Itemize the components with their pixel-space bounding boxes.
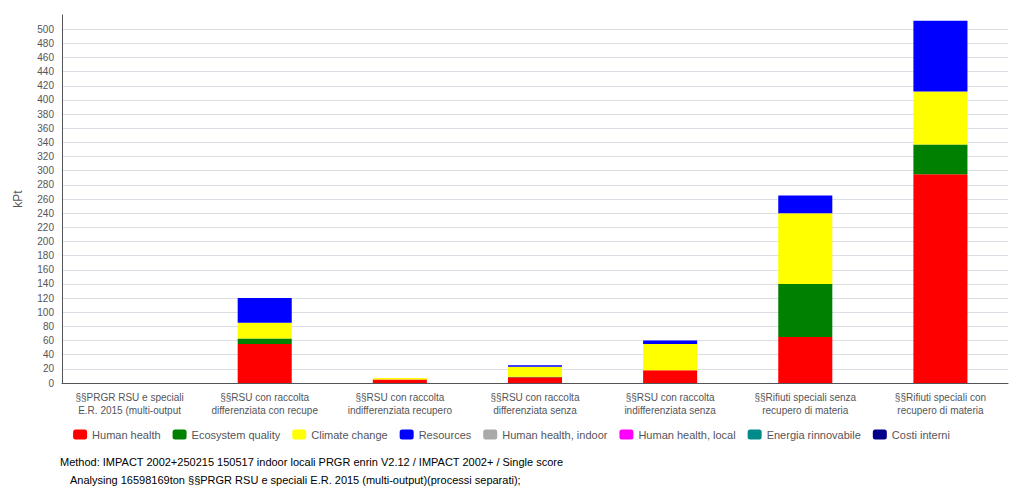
svg-text:340: 340: [37, 137, 54, 148]
svg-text:240: 240: [37, 208, 54, 219]
svg-text:differenziata senza: differenziata senza: [493, 405, 577, 416]
svg-text:differenziata con recupe: differenziata con recupe: [211, 405, 318, 416]
svg-text:recupero di materia: recupero di materia: [897, 405, 984, 416]
svg-text:400: 400: [37, 94, 54, 105]
svg-text:Energia rinnovabile: Energia rinnovabile: [767, 429, 861, 441]
svg-text:220: 220: [37, 222, 54, 233]
svg-text:140: 140: [37, 278, 54, 289]
svg-text:180: 180: [37, 250, 54, 261]
svg-text:§§Rifiuti speciali senza: §§Rifiuti speciali senza: [754, 392, 856, 403]
svg-text:260: 260: [37, 194, 54, 205]
svg-text:§§RSU con raccolta: §§RSU con raccolta: [220, 392, 309, 403]
svg-text:§§RSU con raccolta: §§RSU con raccolta: [626, 392, 715, 403]
svg-text:Costi interni: Costi interni: [892, 429, 950, 441]
svg-text:380: 380: [37, 109, 54, 120]
svg-text:200: 200: [37, 236, 54, 247]
svg-text:§§Rifiuti speciali con: §§Rifiuti speciali con: [895, 392, 986, 403]
svg-text:60: 60: [43, 335, 55, 346]
svg-text:Human health, indoor: Human health, indoor: [502, 429, 608, 441]
svg-text:320: 320: [37, 151, 54, 162]
svg-text:Climate change: Climate change: [311, 429, 387, 441]
svg-text:Human health: Human health: [92, 429, 161, 441]
svg-text:Analysing 16598169ton §§PRGR R: Analysing 16598169ton §§PRGR RSU e speci…: [70, 474, 521, 486]
svg-text:420: 420: [37, 80, 54, 91]
svg-text:indifferenziata senza: indifferenziata senza: [624, 405, 716, 416]
svg-text:360: 360: [37, 123, 54, 134]
svg-text:80: 80: [43, 321, 55, 332]
svg-text:§§PRGR RSU e speciali: §§PRGR RSU e speciali: [75, 392, 183, 403]
svg-text:E.R. 2015 (multi-output: E.R. 2015 (multi-output: [78, 405, 181, 416]
svg-text:Resources: Resources: [419, 429, 472, 441]
svg-text:§§RSU con raccolta: §§RSU con raccolta: [491, 392, 580, 403]
svg-text:Method: IMPACT 2002+250215 150: Method: IMPACT 2002+250215 150517 indoor…: [60, 456, 563, 468]
svg-text:40: 40: [43, 349, 55, 360]
svg-text:0: 0: [48, 378, 54, 389]
svg-text:280: 280: [37, 179, 54, 190]
svg-text:kPt: kPt: [11, 190, 25, 208]
svg-text:Human health, local: Human health, local: [638, 429, 735, 441]
svg-text:recupero di materia: recupero di materia: [762, 405, 849, 416]
svg-text:120: 120: [37, 293, 54, 304]
svg-text:300: 300: [37, 165, 54, 176]
svg-text:20: 20: [43, 363, 55, 374]
svg-text:§§RSU con raccolta: §§RSU con raccolta: [355, 392, 444, 403]
svg-text:indifferenziata recupero: indifferenziata recupero: [348, 405, 453, 416]
svg-text:500: 500: [37, 24, 54, 35]
svg-text:460: 460: [37, 52, 54, 63]
svg-text:480: 480: [37, 38, 54, 49]
svg-text:Ecosystem quality: Ecosystem quality: [192, 429, 281, 441]
svg-text:100: 100: [37, 307, 54, 318]
svg-text:440: 440: [37, 66, 54, 77]
svg-text:160: 160: [37, 264, 54, 275]
